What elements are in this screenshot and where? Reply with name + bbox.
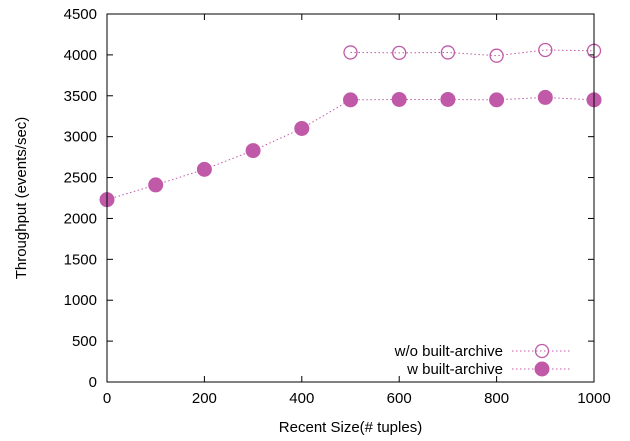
- x-tick-label: 600: [387, 390, 412, 407]
- y-tick-label: 3000: [64, 129, 97, 146]
- ticks-layer: 0 200 400 600 800 1000 0 500 1000 1500 2000 2500 300…: [64, 6, 611, 407]
- legend-label: w built-archive: [406, 361, 503, 378]
- legend-item: w built-archive: [406, 361, 570, 378]
- y-tick-label: 0: [89, 374, 97, 391]
- series-without-archive: [343, 42, 602, 63]
- legend-label: w/o built-archive: [394, 343, 503, 360]
- y-axis-label: Throughput (events/sec): [13, 117, 30, 280]
- x-axis-label: Recent Size(# tuples): [279, 419, 422, 436]
- series-with-archive: [99, 89, 602, 208]
- y-tick-label: 2500: [64, 170, 97, 187]
- data-point: [245, 143, 261, 159]
- y-tick-label: 4500: [64, 6, 97, 23]
- data-point: [294, 120, 310, 136]
- y-tick-label: 1500: [64, 251, 97, 268]
- data-point: [537, 89, 553, 105]
- series-layer: [99, 42, 602, 208]
- y-tick-label: 2000: [64, 210, 97, 227]
- series-line: [106, 96, 595, 201]
- plot-frame: [106, 13, 595, 383]
- data-point: [343, 92, 358, 108]
- series-line: [350, 49, 595, 57]
- data-point: [440, 91, 456, 107]
- legend-marker: [534, 343, 550, 359]
- x-tick-label: 1000: [577, 390, 610, 407]
- data-point: [196, 161, 212, 177]
- data-point: [489, 92, 505, 108]
- x-tick-label: 200: [192, 390, 217, 407]
- y-tick-label: 3500: [64, 88, 97, 105]
- x-tick-label: 0: [103, 390, 111, 407]
- y-tick-label: 4000: [64, 47, 97, 64]
- y-tick-label: 1000: [64, 292, 97, 309]
- data-point: [538, 42, 553, 58]
- data-point: [392, 45, 407, 60]
- data-point: [440, 45, 456, 60]
- x-tick-label: 400: [289, 390, 314, 407]
- data-point: [343, 45, 358, 60]
- legend-item: w/o built-archive: [394, 343, 570, 360]
- data-point: [148, 177, 164, 193]
- x-tick-label: 800: [484, 390, 509, 407]
- y-tick-label: 500: [72, 333, 97, 350]
- legend-marker: [534, 361, 550, 377]
- data-point: [489, 48, 504, 63]
- data-point: [391, 91, 407, 107]
